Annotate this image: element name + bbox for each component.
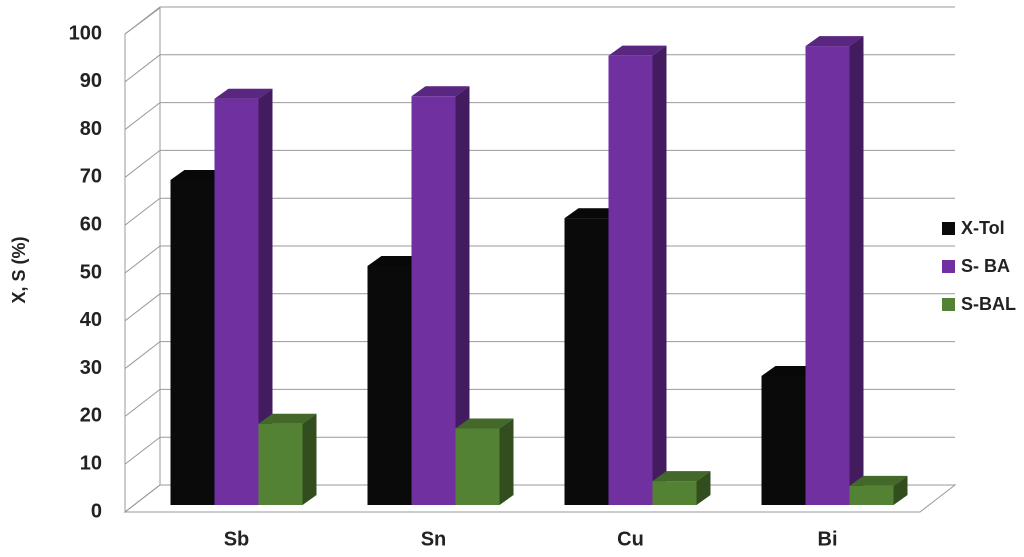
bar-side bbox=[652, 45, 667, 506]
y-tick-label: 90 bbox=[80, 70, 102, 92]
bar bbox=[652, 481, 697, 505]
bar-top-shade bbox=[170, 169, 229, 180]
y-tick-label: 50 bbox=[80, 261, 102, 283]
grid-line bbox=[124, 6, 955, 35]
legend-swatch bbox=[942, 298, 955, 311]
bar bbox=[258, 423, 303, 505]
bar-side bbox=[696, 471, 711, 505]
bar-top-shade bbox=[455, 418, 514, 429]
bar bbox=[411, 96, 456, 505]
y-tick-label: 30 bbox=[80, 357, 102, 379]
bar-top-shade bbox=[652, 471, 711, 482]
bar-side-shade bbox=[302, 413, 317, 505]
y-axis-title: X, S (%) bbox=[9, 236, 29, 303]
bar bbox=[455, 428, 500, 505]
bar-top bbox=[608, 45, 667, 56]
bar-top-shade bbox=[258, 413, 317, 424]
legend-label: X-Tol bbox=[961, 218, 1005, 238]
bar-side-shade bbox=[849, 36, 864, 506]
bar bbox=[170, 179, 215, 505]
bar-side bbox=[302, 413, 317, 505]
bar bbox=[564, 218, 609, 505]
bar-side-shade bbox=[893, 475, 908, 505]
bar-top bbox=[455, 418, 514, 429]
y-tick-label: 60 bbox=[80, 213, 102, 235]
bar-side bbox=[455, 86, 470, 505]
bar bbox=[849, 485, 894, 505]
legend-label: S-BAL bbox=[961, 294, 1016, 314]
grid-line bbox=[124, 293, 955, 322]
x-tick-label: Sb bbox=[224, 528, 250, 550]
legend-swatch bbox=[942, 260, 955, 273]
y-tick-label: 100 bbox=[69, 22, 102, 44]
bar-top bbox=[214, 88, 273, 99]
grid-line bbox=[124, 245, 955, 274]
bar bbox=[608, 55, 653, 506]
grid-line bbox=[124, 436, 955, 465]
y-tick-label: 80 bbox=[80, 118, 102, 140]
grid-line bbox=[124, 149, 955, 178]
y-tick-label: 0 bbox=[91, 500, 102, 522]
legend-swatch bbox=[942, 222, 955, 235]
grid-line bbox=[124, 341, 955, 369]
bar-top bbox=[411, 86, 470, 97]
y-tick-label: 20 bbox=[80, 405, 102, 427]
bar bbox=[805, 46, 850, 506]
bar-top bbox=[170, 169, 229, 180]
x-tick-label: Bi bbox=[818, 528, 838, 550]
bar-side bbox=[849, 36, 864, 506]
grid-line bbox=[124, 197, 955, 226]
x-tick-label: Sn bbox=[421, 528, 447, 550]
bar-top-shade bbox=[214, 88, 273, 99]
bar-side-shade bbox=[652, 45, 667, 506]
grid-line bbox=[124, 54, 955, 83]
bar-top-shade bbox=[849, 475, 908, 486]
bar bbox=[761, 375, 806, 505]
y-tick-label: 10 bbox=[80, 452, 102, 474]
bar-top bbox=[761, 365, 820, 376]
bar-top bbox=[367, 256, 426, 266]
bar-top-shade bbox=[761, 365, 820, 376]
bar-side-shade bbox=[696, 471, 711, 505]
bar-top bbox=[652, 471, 711, 482]
y-tick-label: 40 bbox=[80, 309, 102, 331]
grid-line bbox=[124, 102, 955, 130]
bar-top bbox=[258, 413, 317, 424]
bar bbox=[367, 266, 412, 505]
grid-line bbox=[124, 388, 955, 417]
bar-side bbox=[499, 418, 514, 505]
bar-top-shade bbox=[564, 208, 623, 219]
x-tick-label: Cu bbox=[617, 528, 644, 550]
bar-top-shade bbox=[411, 86, 470, 97]
bar-side-shade bbox=[499, 418, 514, 505]
bar-top-shade bbox=[805, 36, 864, 47]
bar-top-shade bbox=[367, 256, 426, 266]
bar-side bbox=[893, 475, 908, 505]
bar-top bbox=[564, 208, 623, 219]
bar bbox=[214, 98, 259, 505]
y-tick-label: 70 bbox=[80, 166, 102, 188]
bar-top bbox=[849, 475, 908, 486]
bar-side-shade bbox=[455, 86, 470, 505]
legend-label: S- BA bbox=[961, 256, 1010, 276]
bar-side bbox=[258, 88, 273, 505]
bar-top-shade bbox=[608, 45, 667, 56]
bar-top bbox=[805, 36, 864, 47]
bar-side-shade bbox=[258, 88, 273, 505]
